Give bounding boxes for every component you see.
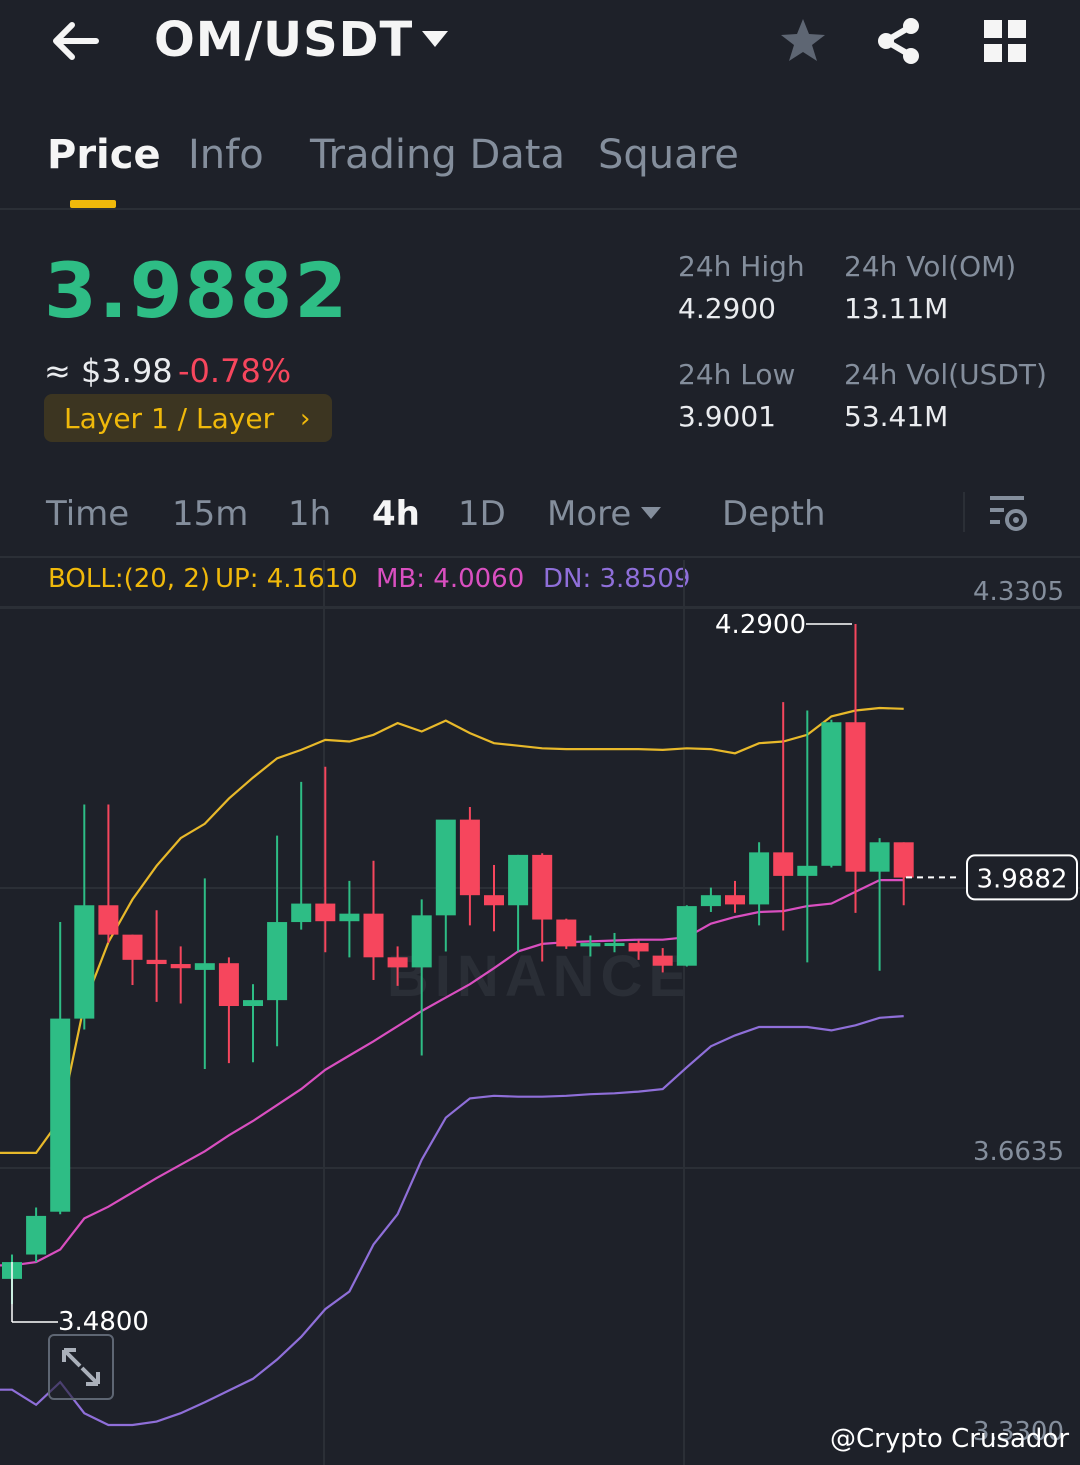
y-axis-label: 4.3305 (973, 577, 1064, 607)
tab-square[interactable]: Square (598, 132, 739, 178)
interval-time[interactable]: Time (46, 494, 130, 534)
star-icon[interactable] (778, 16, 828, 66)
candle-body (74, 905, 95, 1019)
low-marker-label: 3.4800 (58, 1307, 149, 1337)
expand-chart-button[interactable] (48, 1334, 114, 1400)
pair-title[interactable]: OM/USDT (154, 12, 414, 68)
current-price-tag (966, 854, 1078, 901)
candle-body (26, 1215, 47, 1255)
interval-more[interactable]: More (547, 494, 632, 534)
back-arrow-icon[interactable] (50, 20, 102, 62)
caret-down-icon[interactable] (420, 28, 450, 50)
candle-body (146, 959, 167, 965)
low-label: 24h Low (678, 358, 796, 391)
candle-body (315, 903, 336, 922)
candle-body (387, 957, 408, 968)
price-change-percent: -0.78% (178, 352, 292, 390)
candle-body (725, 895, 745, 905)
candle-body (845, 722, 866, 872)
vol-om-value: 13.11M (844, 292, 949, 325)
category-tag-label: Layer 1 / Layer (64, 402, 275, 435)
candlestick-chart[interactable]: BINANCE4.33053.99703.66353.33003.98824.2… (0, 560, 1080, 1465)
candle-body (339, 913, 360, 922)
expand-icon (62, 1348, 100, 1386)
candle-body (580, 943, 601, 947)
high-marker-label: 4.2900 (715, 610, 806, 640)
interval-bar: Time 15m 1h 4h 1D More Depth (0, 470, 1080, 558)
candle-body (628, 943, 649, 952)
category-tag[interactable]: Layer 1 / Layer › (44, 394, 332, 442)
boll-up-value: UP: 4.1610 (215, 564, 358, 594)
candle-body (243, 1000, 263, 1007)
tab-info[interactable]: Info (188, 132, 264, 178)
candle-body (604, 943, 625, 947)
usd-price: ≈ $3.98 (44, 352, 173, 390)
divider (963, 492, 965, 532)
candle-body (435, 819, 456, 916)
interval-1d[interactable]: 1D (458, 494, 506, 534)
candle-body (700, 895, 721, 907)
credit-text: @Crypto Crusador (830, 1424, 1070, 1454)
candle-body (484, 895, 504, 906)
candle-body (170, 964, 191, 969)
candle-body (556, 919, 577, 947)
chart-settings-icon[interactable] (986, 492, 1030, 534)
candle-body (652, 955, 673, 966)
boll-lower-line (0, 1015, 904, 1427)
candle-body (267, 922, 288, 1001)
boll-middle-line (0, 878, 904, 1267)
candle-body (459, 819, 480, 896)
candle-body (411, 915, 432, 968)
candle-body (821, 722, 842, 866)
candle-body (218, 963, 239, 1007)
caret-down-icon[interactable] (640, 506, 662, 520)
high-value: 4.2900 (678, 292, 776, 325)
interval-depth[interactable]: Depth (722, 494, 826, 534)
top-bar: OM/USDT (0, 0, 1080, 90)
interval-15m[interactable]: 15m (172, 494, 249, 534)
candle-body (291, 903, 312, 923)
candle-body (98, 905, 119, 935)
candle-body (797, 865, 818, 876)
boll-params: BOLL:(20, 2) (48, 564, 211, 594)
candle-body (508, 854, 529, 906)
candle-body (773, 852, 794, 876)
candle-body (869, 842, 890, 872)
high-label: 24h High (678, 250, 805, 283)
boll-mb-value: MB: 4.0060 (376, 564, 525, 594)
boll-legend: BOLL:(20, 2) UP: 4.1610 MB: 4.0060 DN: 3… (0, 558, 1080, 608)
interval-4h[interactable]: 4h (372, 494, 420, 534)
candle-body (676, 906, 697, 966)
interval-1h[interactable]: 1h (288, 494, 332, 534)
tab-trading-data[interactable]: Trading Data (310, 132, 565, 178)
vol-om-label: 24h Vol(OM) (844, 250, 1017, 283)
low-value: 3.9001 (678, 400, 776, 433)
chevron-right-icon: › (300, 404, 311, 434)
candle-body (749, 852, 770, 905)
active-tab-indicator (70, 200, 116, 208)
boll-upper-line (0, 706, 904, 1155)
candle-body (893, 842, 914, 878)
binance-watermark: BINANCE (387, 944, 693, 1009)
share-icon[interactable] (874, 16, 924, 66)
last-price: 3.9882 (44, 246, 350, 335)
grid-apps-icon[interactable] (982, 18, 1028, 64)
vol-usdt-label: 24h Vol(USDT) (844, 358, 1047, 391)
current-price-label: 3.9882 (977, 864, 1068, 894)
candle-body (122, 934, 143, 960)
tab-price[interactable]: Price (47, 132, 161, 178)
candle-body (532, 854, 553, 920)
y-axis-label: 3.6635 (973, 1137, 1064, 1167)
candle-body (363, 913, 384, 958)
candle-body (194, 963, 215, 970)
vol-usdt-value: 53.41M (844, 400, 949, 433)
candle-body (50, 1018, 71, 1212)
y-axis-label: 3.3300 (973, 1417, 1064, 1447)
main-tabs: Price Info Trading Data Square (0, 120, 1080, 210)
boll-dn-value: DN: 3.8509 (543, 564, 691, 594)
